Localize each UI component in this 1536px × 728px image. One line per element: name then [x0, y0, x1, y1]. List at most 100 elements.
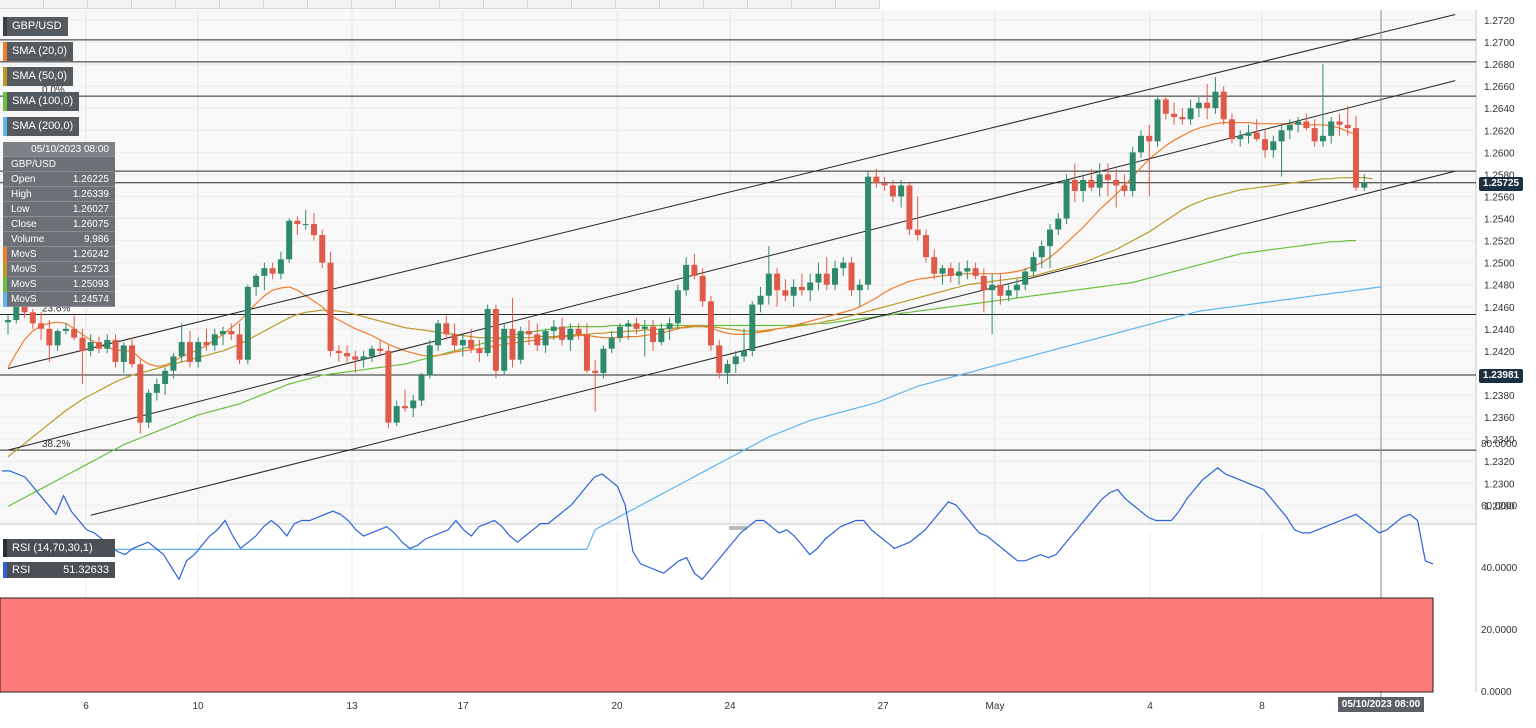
candle-body [170, 356, 177, 371]
toolbar-button[interactable] [176, 0, 220, 9]
candle-body [186, 342, 193, 362]
candle-body [46, 328, 53, 346]
legend-label: SMA (50,0) [12, 70, 68, 82]
toolbar-button[interactable] [616, 0, 660, 9]
candle-body [798, 286, 805, 291]
toolbar-button[interactable] [308, 0, 352, 9]
y-tick-label: 1.2660 [1484, 82, 1515, 93]
toolbar-button[interactable] [396, 0, 440, 9]
toolbar-button[interactable] [44, 0, 88, 9]
candle-body [62, 328, 69, 332]
candle-body [1047, 229, 1054, 247]
toolbar-button[interactable] [220, 0, 264, 9]
candle-body [922, 235, 929, 258]
legend-sma-20[interactable]: SMA (20,0) [3, 42, 74, 61]
candle-body [319, 235, 326, 263]
toolbar-button[interactable] [660, 0, 704, 9]
candle-body [401, 406, 408, 409]
x-tick-label: 6 [83, 701, 89, 712]
candle-body [616, 326, 623, 338]
ohlc-row-low: Low 1.26027 [3, 202, 115, 217]
candle-body [865, 176, 872, 285]
toolbar-button[interactable] [264, 0, 308, 9]
legend-symbol[interactable]: GBP/USD [3, 17, 68, 36]
y-tick-label: 1.2320 [1484, 457, 1515, 468]
candle-body [608, 337, 615, 349]
toolbar-button[interactable] [792, 0, 836, 9]
candle-body [906, 185, 913, 230]
candle-body [112, 339, 119, 362]
candle-body [707, 301, 714, 346]
candle-body [71, 328, 78, 338]
candle-body [559, 326, 566, 340]
candle-body [1137, 135, 1144, 153]
candle-body [1146, 135, 1153, 142]
candle-body [129, 345, 136, 365]
y-tick-label: 1.2420 [1484, 347, 1515, 358]
candle-body [873, 176, 880, 184]
legend-swatch [3, 92, 7, 111]
toolbar-button[interactable] [528, 0, 572, 9]
toolbar-button[interactable] [836, 0, 880, 9]
y-tick-label: 1.2340 [1484, 435, 1515, 446]
legend-sma-100[interactable]: SMA (100,0) [3, 92, 80, 111]
candle-body [1344, 124, 1351, 129]
candle-body [1179, 117, 1186, 120]
toolbar-button[interactable] [132, 0, 176, 9]
candle-body [1038, 246, 1045, 258]
ohlc-label: MovS [11, 294, 37, 305]
candle-body [211, 334, 218, 346]
rsi-y-tick-label: 40.0000 [1481, 563, 1518, 574]
candle-body [1162, 99, 1169, 114]
chart-toolbar [0, 0, 900, 9]
candle-body [1303, 121, 1310, 129]
toolbar-button[interactable] [352, 0, 396, 9]
candle-body [848, 262, 855, 291]
candle-body [5, 320, 11, 323]
y-tick-label: 1.2360 [1484, 413, 1515, 424]
candle-body [352, 356, 359, 360]
ohlc-value: 1.26027 [72, 204, 109, 215]
legend-sma-50[interactable]: SMA (50,0) [3, 67, 74, 86]
toolbar-button[interactable] [88, 0, 132, 9]
candle-body [972, 268, 979, 276]
candle-body [1113, 179, 1120, 186]
candle-body [451, 334, 458, 346]
candle-body [898, 185, 905, 197]
candle-body [832, 268, 838, 285]
y-tick-label: 1.2700 [1484, 38, 1515, 49]
candle-body [1071, 179, 1078, 191]
candle-body [1311, 128, 1318, 142]
toolbar-button[interactable] [748, 0, 792, 9]
candle-body [509, 328, 516, 360]
legend-label: GBP/USD [12, 20, 62, 32]
y-tick-label: 1.2640 [1484, 104, 1515, 115]
current-price-tag: 1.25725 [1479, 177, 1523, 191]
candle-body [1270, 141, 1277, 151]
fib-level-label: 38.2% [42, 439, 70, 450]
candle-body [385, 350, 392, 423]
rsi-legend-title[interactable]: RSI (14,70,30,1) [3, 539, 115, 557]
trend-channel-line [7, 80, 1456, 451]
legend-sma-200[interactable]: SMA (200,0) [3, 117, 80, 136]
y-tick-label: 1.2480 [1484, 281, 1515, 292]
candle-body [95, 342, 102, 349]
toolbar-button[interactable] [572, 0, 616, 9]
legend-swatch [3, 67, 7, 86]
candle-body [286, 220, 293, 260]
toolbar-button[interactable] [0, 0, 44, 9]
candle-body [492, 308, 499, 371]
candle-body [641, 326, 648, 329]
y-tick-label: 1.2680 [1484, 60, 1515, 71]
candle-body [592, 370, 599, 373]
toolbar-button[interactable] [704, 0, 748, 9]
toolbar-button[interactable] [484, 0, 528, 9]
candle-body [807, 282, 814, 291]
toolbar-button[interactable] [440, 0, 484, 9]
ohlc-date: 05/10/2023 08:00 [3, 142, 115, 157]
candle-body [1055, 218, 1062, 230]
ohlc-swatch [3, 247, 7, 262]
ohlc-label: Close [11, 219, 37, 230]
candle-body [881, 183, 888, 186]
